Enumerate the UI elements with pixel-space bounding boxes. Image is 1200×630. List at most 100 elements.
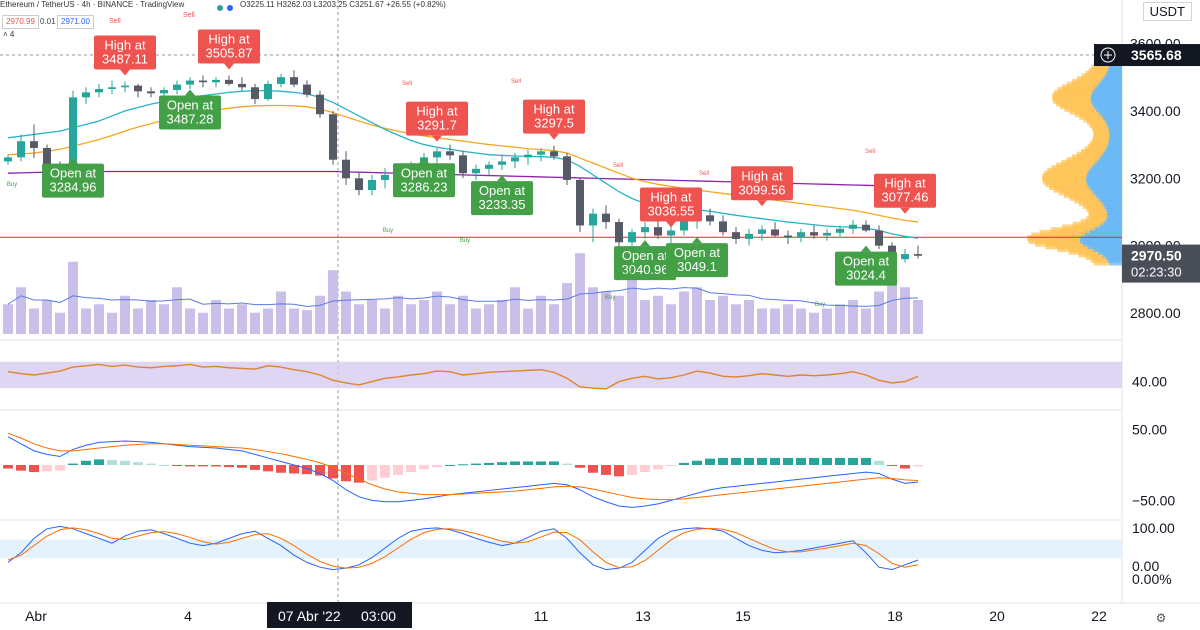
volume-bar — [887, 257, 897, 334]
macd-histogram-bar — [393, 465, 403, 475]
volume-bar — [757, 308, 767, 334]
buy-signal: Buy — [383, 228, 393, 234]
volume-bar — [302, 310, 312, 334]
label-text: 3049.1 — [677, 259, 717, 274]
macd-histogram-bar — [653, 465, 663, 470]
macd-histogram-bar — [16, 465, 26, 471]
volume-bar — [393, 295, 403, 334]
buy-signal: Buy — [7, 182, 17, 188]
candle-body — [121, 85, 129, 88]
macd-line — [7, 436, 919, 508]
volume-bar — [640, 300, 650, 334]
label-box — [835, 251, 897, 286]
candle-body — [511, 157, 519, 162]
candle-body — [433, 151, 441, 158]
candle-body — [810, 232, 818, 236]
candle-body — [251, 87, 259, 100]
macd-histogram-bar — [458, 464, 468, 466]
macd-histogram-bar — [419, 465, 429, 470]
volume-bar — [835, 304, 845, 334]
volume-bar — [328, 270, 338, 334]
macd-histogram-bar — [68, 463, 78, 465]
last-price-value: 2970.50 — [1131, 248, 1182, 264]
volume-bar — [471, 308, 481, 334]
volume-bar — [172, 287, 182, 334]
price-tick: 3200.00 — [1130, 170, 1181, 186]
label-text: 3505.87 — [206, 45, 253, 60]
macd-histogram-bar — [705, 458, 715, 465]
volume-bar — [445, 304, 455, 334]
volume-bar — [120, 295, 130, 334]
crosshair-date: 07 Abr '22 — [278, 608, 341, 624]
volume-bar — [107, 312, 117, 334]
sell-signal: Sell — [511, 79, 521, 85]
candle-body — [355, 178, 363, 191]
time-tick: 15 — [735, 608, 751, 624]
label-text: Open at — [401, 165, 448, 180]
macd-histogram-bar — [315, 465, 325, 476]
symbol-title[interactable]: Ethereum / TetherUS · 4h · BINANCE · Tra… — [0, 0, 185, 9]
candle-body — [290, 77, 298, 85]
candle-body — [797, 232, 805, 238]
macd-histogram-bar — [822, 457, 832, 465]
macd-histogram-bar — [757, 457, 767, 465]
bar-countdown: 02:23:30 — [1131, 265, 1182, 280]
volume-profile — [1027, 62, 1122, 266]
volume-bars — [3, 253, 923, 334]
indicator-count-toggle[interactable]: ˄ 4 — [3, 30, 15, 39]
label-pointer — [432, 135, 442, 142]
sell-price-button[interactable]: 2970.99 — [2, 15, 39, 29]
candle-body — [628, 232, 636, 243]
candle-body — [485, 164, 493, 169]
candle-body — [563, 156, 571, 180]
candle-body — [875, 230, 883, 246]
stoch-d-line — [7, 527, 919, 569]
candle-body — [82, 92, 90, 98]
currency-selector[interactable]: USDT — [1142, 2, 1192, 21]
indicator-count: 4 — [9, 30, 15, 39]
market-open-dot — [227, 5, 233, 11]
label-box — [406, 101, 468, 136]
price-axis — [1122, 0, 1200, 630]
rsi-tick: 40.00 — [1132, 374, 1167, 390]
macd-histogram-bar — [445, 465, 455, 466]
ohlc-readout: O3225.11 H3262.03 L3203.25 C3251.67 +26.… — [240, 0, 452, 14]
candle-body — [550, 151, 558, 157]
buy-signal: Buy — [460, 238, 470, 244]
label-pointer — [757, 200, 767, 207]
volume-bar — [263, 308, 273, 334]
volume-bar — [16, 287, 26, 334]
label-pointer — [549, 133, 559, 140]
label-text: High at — [208, 31, 250, 46]
label-text: High at — [650, 190, 692, 205]
buy-price-button[interactable]: 2971.00 — [57, 15, 94, 29]
volume-bar — [315, 295, 325, 334]
price-tick: 3400.00 — [1130, 103, 1181, 119]
macd-histogram-bar — [484, 462, 494, 465]
volume-bar — [627, 274, 637, 334]
label-text: 3036.55 — [648, 204, 695, 219]
candle-body — [17, 141, 25, 158]
candle-body — [459, 155, 467, 174]
volume-bar — [809, 312, 819, 334]
spread-value: 0.01 — [40, 17, 56, 26]
macd-histogram-bar — [94, 459, 104, 465]
macd-histogram-bar — [29, 465, 39, 473]
gear-icon[interactable]: ⚙ — [1156, 611, 1167, 625]
macd-histogram-bar — [731, 457, 741, 465]
candle-body — [862, 224, 870, 231]
label-box — [731, 166, 793, 201]
macd-histogram-bar — [770, 457, 780, 465]
macd-histogram-bar — [692, 460, 702, 465]
label-text: High at — [104, 38, 146, 53]
time-tick: 22 — [1091, 608, 1107, 624]
sell-signal: Sell — [865, 149, 875, 155]
time-tick: 20 — [989, 608, 1005, 624]
time-tick: 18 — [887, 608, 903, 624]
